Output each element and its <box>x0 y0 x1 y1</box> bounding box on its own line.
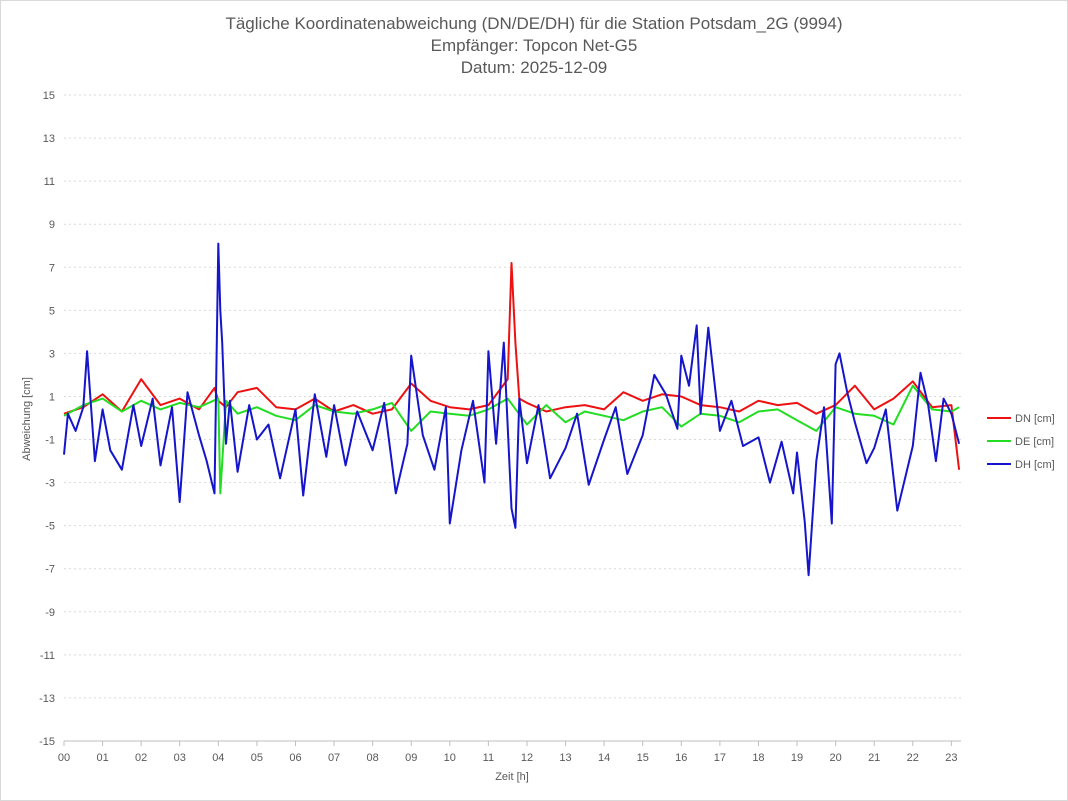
axes <box>63 740 961 746</box>
y-tick-label: 3 <box>49 348 55 360</box>
x-tick-label: 13 <box>559 752 571 764</box>
x-tick-label: 06 <box>289 752 301 764</box>
series-line-de <box>63 384 960 495</box>
y-tick-label: 7 <box>49 262 55 274</box>
x-tick-label: 20 <box>829 752 841 764</box>
gridlines <box>64 94 961 699</box>
x-tick-label: 15 <box>637 752 649 764</box>
x-tick-label: 22 <box>907 752 919 764</box>
x-tick-label: 21 <box>868 752 880 764</box>
x-tick-label: 09 <box>405 752 417 764</box>
y-axis-label: Abweichung [cm] <box>21 377 33 461</box>
chart-title-line-2: Empfänger: Topcon Net-G5 <box>431 36 638 55</box>
x-tick-label: 04 <box>212 752 224 764</box>
x-tick-label: 02 <box>135 752 147 764</box>
x-tick-label: 10 <box>444 752 456 764</box>
x-tick-label: 18 <box>752 752 764 764</box>
chart-title-line-1: Tägliche Koordinatenabweichung (DN/DE/DH… <box>225 14 842 33</box>
x-tick-label: 23 <box>945 752 957 764</box>
x-tick-label: 12 <box>521 752 533 764</box>
y-tick-label: -15 <box>39 736 55 748</box>
x-tick-label: 19 <box>791 752 803 764</box>
y-tick-label: 15 <box>43 90 55 102</box>
y-tick-label: -7 <box>45 564 55 576</box>
series-line-dn <box>63 262 961 470</box>
x-axis-tick-labels: 00 01 02 03 04 05 06 07 08 09 10 11 12 13 14 15 16 17 18 19… <box>58 752 958 764</box>
y-tick-label: -5 <box>45 521 55 533</box>
y-tick-label: 9 <box>49 219 55 231</box>
y-tick-label: -3 <box>45 478 55 490</box>
chart-title: Tägliche Koordinatenabweichung (DN/DE/DH… <box>225 14 842 77</box>
x-tick-label: 07 <box>328 752 340 764</box>
x-tick-label: 03 <box>174 752 186 764</box>
legend-label-dh: DH [cm] <box>1015 459 1055 471</box>
x-tick-label: 11 <box>483 752 494 764</box>
y-tick-label: -9 <box>45 607 55 619</box>
x-tick-label: 01 <box>96 752 108 764</box>
x-tick-label: 08 <box>367 752 379 764</box>
x-axis-label: Zeit [h] <box>495 771 529 783</box>
x-tick-label: 00 <box>58 752 70 764</box>
y-tick-label: -1 <box>45 435 55 447</box>
y-tick-label: -11 <box>40 650 55 662</box>
x-tick-label: 16 <box>675 752 687 764</box>
chart-title-line-3: Datum: 2025-12-09 <box>461 58 607 77</box>
legend-label-de: DE [cm] <box>1015 436 1054 448</box>
y-tick-label: 11 <box>44 176 55 188</box>
y-tick-label: -13 <box>39 693 55 705</box>
x-tick-label: 05 <box>251 752 263 764</box>
y-axis-tick-labels: 15 13 11 9 7 5 3 1 -1 -3 -5 -7 -9 -11 -13 -15 <box>39 90 55 748</box>
legend: DN [cm] DE [cm] DH [cm] <box>987 413 1055 471</box>
y-tick-label: 5 <box>49 305 55 317</box>
series-lines <box>63 242 961 577</box>
legend-label-dn: DN [cm] <box>1015 413 1055 425</box>
x-tick-label: 14 <box>598 752 610 764</box>
x-tick-label: 17 <box>714 752 726 764</box>
y-tick-label: 13 <box>43 133 55 145</box>
y-tick-label: 1 <box>49 391 55 403</box>
series-line-dh <box>63 242 961 577</box>
